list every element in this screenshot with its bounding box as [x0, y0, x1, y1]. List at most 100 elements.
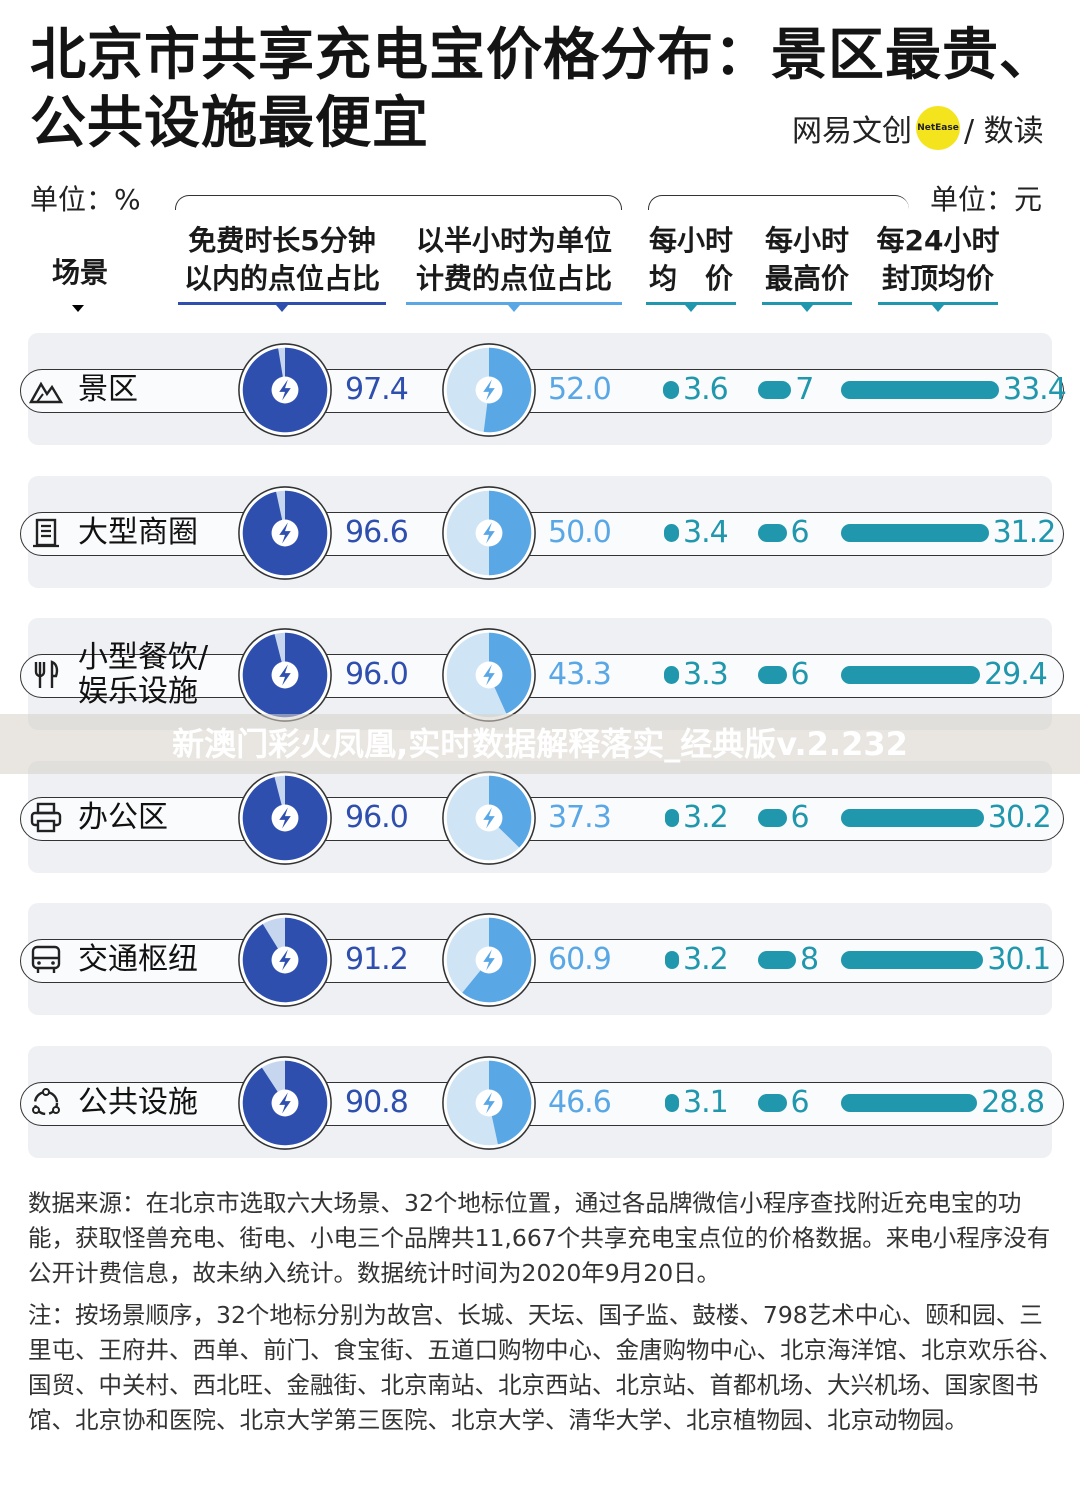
- mountain-icon: [28, 381, 64, 404]
- cap24-value: 31.2: [992, 514, 1057, 550]
- col-cap24: 每24小时 封顶均价: [876, 224, 1000, 295]
- free5-value: 90.8: [345, 1084, 409, 1120]
- half-hour-pie: [442, 628, 536, 722]
- half-hour-value: 52.0: [548, 372, 612, 407]
- half-hour-pie-bolt-icon: [483, 379, 495, 401]
- avg-hour-bar: [664, 951, 679, 969]
- half-hour-pie: [442, 913, 536, 1007]
- max-hour-bar: [758, 1093, 787, 1112]
- col-free5-marker: [276, 305, 288, 312]
- half-hour-value: 43.3: [548, 657, 612, 692]
- footnote: 注：按场景顺序，32个地标分别为故宫、长城、天坛、国子监、鼓楼、798艺术中心、…: [28, 1301, 1062, 1434]
- scene-label: 景区: [78, 372, 138, 407]
- half-hour-value: 50.0: [548, 514, 612, 550]
- free5-value: 91.2: [345, 942, 409, 977]
- free5-pie: [238, 770, 332, 865]
- cap24-value: 33.4: [1003, 372, 1067, 407]
- community-icon: [32, 1087, 60, 1115]
- free5-pie-bolt-icon: [279, 949, 291, 971]
- col-scene-marker: [72, 305, 84, 312]
- avg-hour-value: 3.3: [683, 657, 729, 692]
- max-hour-bar: [758, 381, 792, 399]
- free5-pie-bolt-icon: [279, 521, 291, 544]
- netease-dot-logo: NetEase: [916, 106, 960, 150]
- cap24-bar: [841, 1093, 978, 1112]
- free5-pie: [238, 913, 332, 1007]
- data-source: 数据来源：在北京市选取六大场景、32个地标位置，通过各品牌微信小程序查找附近充电…: [28, 1189, 1051, 1287]
- scene-label: 大型商圈: [78, 514, 198, 550]
- mall-icon: [33, 518, 59, 547]
- max-hour-bar: [758, 951, 796, 969]
- avg-hour-bar: [664, 666, 679, 684]
- max-hour-value: 6: [790, 514, 810, 550]
- cap24-bar: [841, 951, 984, 969]
- cap24-bar: [841, 523, 989, 542]
- col-half-hour-marker: [508, 305, 520, 312]
- half-hour-pie-slice: [483, 347, 532, 433]
- half-hour-pie: [442, 343, 536, 437]
- free5-pie: [238, 628, 332, 722]
- bus-icon: [31, 945, 61, 973]
- avg-hour-bar: [665, 1093, 679, 1112]
- brand-right: / 数读: [964, 114, 1044, 149]
- free5-pie: [238, 343, 332, 437]
- col-max-hour-marker: [801, 305, 813, 312]
- max-hour-value: 6: [790, 799, 810, 835]
- scene-label: 交通枢纽: [78, 942, 198, 977]
- max-hour-value: 6: [790, 1084, 810, 1120]
- unit-right: 单位：元: [930, 183, 1043, 216]
- half-hour-value: 60.9: [548, 942, 612, 977]
- cap24-bar: [841, 666, 981, 684]
- col-max-hour-line: [762, 302, 852, 305]
- bracket-right: [648, 195, 909, 210]
- scene-label: 公共设施: [78, 1084, 198, 1120]
- free5-pie-bolt-icon: [279, 806, 291, 829]
- fork-knife-icon: [34, 660, 59, 688]
- max-hour-value: 8: [800, 942, 819, 977]
- col-free5: 免费时长5分钟 以内的点位占比: [183, 224, 380, 295]
- col-avg-hour-line: [646, 302, 736, 305]
- half-hour-pie-bolt-icon: [483, 1091, 495, 1114]
- free5-pie-bolt-icon: [279, 664, 291, 686]
- cap24-value: 30.2: [987, 799, 1052, 835]
- half-hour-pie-bolt-icon: [483, 806, 495, 829]
- half-hour-pie-slice: [489, 632, 532, 714]
- avg-hour-value: 3.2: [683, 942, 729, 977]
- bracket-left: [175, 195, 622, 210]
- scene-label: 小型餐饮/ 娱乐设施: [78, 640, 209, 709]
- brand-logo: 网易文创 NetEase / 数读: [792, 104, 1062, 152]
- avg-hour-bar: [663, 523, 679, 542]
- half-hour-pie-slice: [489, 490, 532, 575]
- half-hour-value: 46.6: [548, 1084, 612, 1120]
- cap24-value: 28.8: [981, 1084, 1045, 1120]
- unit-left: 单位：%: [30, 183, 141, 216]
- half-hour-pie-slice: [489, 775, 532, 847]
- scene-label: 办公区: [78, 799, 168, 835]
- max-hour-value: 6: [790, 657, 810, 692]
- avg-hour-value: 3.6: [683, 372, 729, 407]
- cap24-value: 29.4: [984, 657, 1048, 692]
- col-max-hour: 每小时 最高价: [764, 224, 849, 295]
- watermark-banner: 新澳门彩火凤凰,实时数据解释落实_经典版v.2.232: [0, 714, 1080, 774]
- free5-value: 96.0: [345, 657, 409, 692]
- max-hour-value: 7: [795, 372, 814, 407]
- cap24-bar: [841, 808, 984, 827]
- half-hour-value: 37.3: [548, 799, 612, 835]
- max-hour-bar: [758, 808, 787, 827]
- free5-value: 96.6: [345, 514, 409, 550]
- half-hour-pie-slice: [489, 1060, 532, 1144]
- half-hour-pie-bolt-icon: [483, 664, 495, 686]
- max-hour-bar: [758, 523, 787, 542]
- avg-hour-value: 3.1: [683, 1084, 729, 1120]
- half-hour-pie-bolt-icon: [483, 521, 495, 544]
- half-hour-pie: [442, 485, 536, 580]
- col-half-hour: 以半小时为单位 计费的点位占比: [415, 224, 612, 295]
- half-hour-pie: [442, 1055, 536, 1150]
- avg-hour-value: 3.2: [683, 799, 729, 835]
- col-avg-hour-marker: [685, 305, 697, 312]
- free5-value: 97.4: [345, 372, 409, 407]
- col-cap24-line: [878, 302, 998, 305]
- avg-hour-bar: [664, 808, 679, 827]
- cap24-value: 30.1: [987, 942, 1051, 977]
- col-free5-line: [178, 302, 386, 305]
